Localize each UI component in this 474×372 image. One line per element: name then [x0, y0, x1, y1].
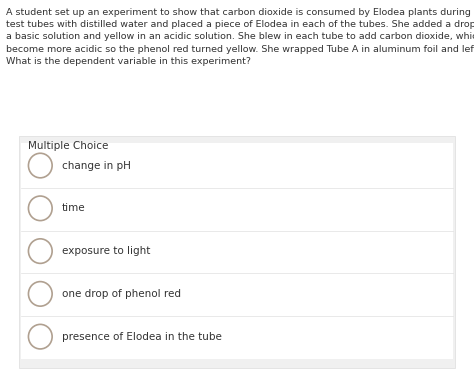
FancyBboxPatch shape	[21, 272, 453, 316]
Text: one drop of phenol red: one drop of phenol red	[62, 289, 181, 299]
FancyBboxPatch shape	[21, 143, 453, 188]
Text: presence of Elodea in the tube: presence of Elodea in the tube	[62, 332, 221, 341]
Ellipse shape	[28, 196, 52, 221]
Text: Multiple Choice: Multiple Choice	[28, 141, 109, 151]
FancyBboxPatch shape	[19, 136, 455, 368]
Text: time: time	[62, 203, 85, 213]
Ellipse shape	[28, 239, 52, 263]
Text: exposure to light: exposure to light	[62, 246, 150, 256]
Text: A student set up an experiment to show that carbon dioxide is consumed by Elodea: A student set up an experiment to show t…	[6, 8, 474, 66]
FancyBboxPatch shape	[21, 314, 453, 359]
Ellipse shape	[28, 324, 52, 349]
FancyBboxPatch shape	[21, 186, 453, 231]
Ellipse shape	[28, 153, 52, 178]
FancyBboxPatch shape	[21, 229, 453, 273]
Text: change in pH: change in pH	[62, 161, 130, 170]
Ellipse shape	[28, 282, 52, 306]
